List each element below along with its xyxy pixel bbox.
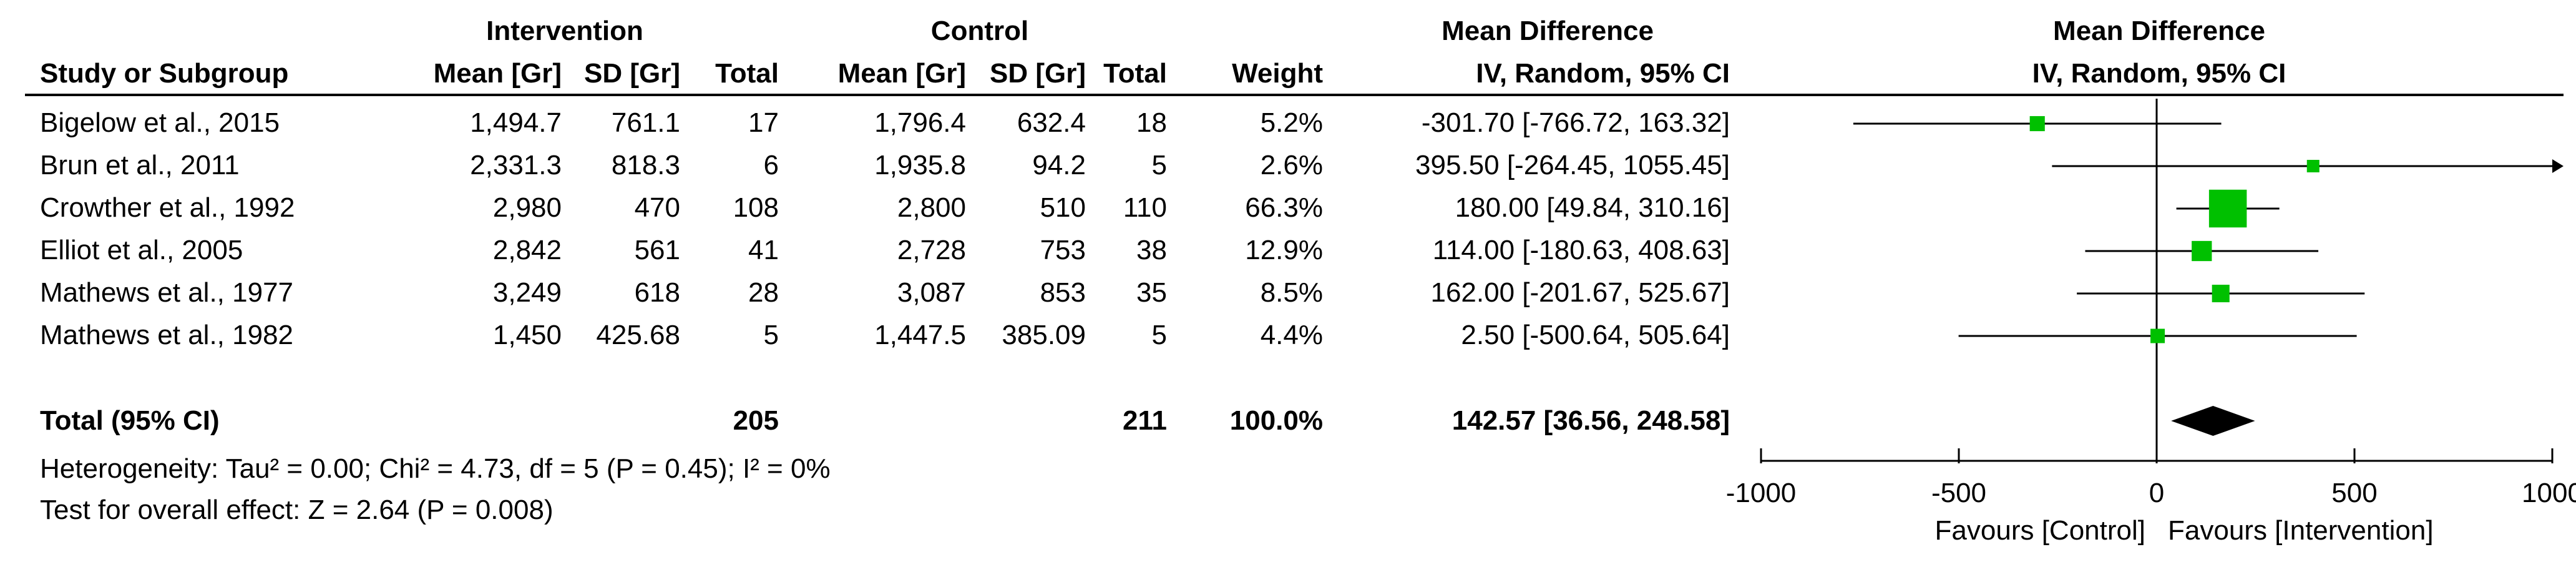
intervention-mean: 2,980 (492, 192, 562, 223)
study-weight: 8.5% (1260, 277, 1323, 308)
study-weight: 5.2% (1260, 107, 1323, 138)
study-weight: 2.6% (1260, 150, 1323, 180)
study-weight: 12.9% (1245, 235, 1323, 265)
control-total-sum: 211 (1123, 405, 1167, 436)
intervention-group-header: Intervention (486, 16, 643, 46)
total-weight: 100.0% (1229, 405, 1323, 436)
favours-intervention-label: Favours [Intervention] (2168, 515, 2434, 546)
ci-arrow-right (2552, 159, 2564, 173)
x-tick-label: 0 (2149, 478, 2164, 508)
control-mean: 3,087 (897, 277, 966, 308)
total-ci: 142.57 [36.56, 248.58] (1451, 405, 1730, 436)
total-label: Total (95% CI) (40, 405, 220, 436)
control-total-header: Total (1103, 58, 1167, 89)
study-name: Mathews et al., 1982 (40, 320, 294, 350)
control-total: 5 (1151, 150, 1167, 180)
control-total: 110 (1123, 192, 1167, 223)
intervention-mean: 3,249 (492, 277, 562, 308)
control-sd-header: SD [Gr] (990, 58, 1086, 89)
study-marker (2208, 189, 2247, 228)
control-sd: 94.2 (1032, 150, 1086, 180)
study-name: Crowther et al., 1992 (40, 192, 295, 223)
study-marker (2192, 240, 2212, 262)
control-mean: 2,800 (897, 192, 966, 223)
mean-difference-group-header: Mean Difference (1442, 16, 1654, 46)
study-name: Mathews et al., 1977 (40, 277, 294, 308)
study-name: Elliot et al., 2005 (40, 235, 243, 265)
control-total: 38 (1136, 235, 1167, 265)
study-ci: -301.70 [-766.72, 163.32] (1421, 107, 1730, 138)
study-weight: 4.4% (1260, 320, 1323, 350)
study-marker (2306, 160, 2320, 172)
study-name: Brun et al., 2011 (40, 150, 240, 180)
heterogeneity-text: Heterogeneity: Tau² = 0.00; Chi² = 4.73,… (40, 453, 831, 484)
intervention-sd-header: SD [Gr] (584, 58, 680, 89)
plot-method-header: IV, Random, 95% CI (2032, 58, 2286, 89)
plot-title: Mean Difference (2053, 16, 2265, 46)
study-marker (2029, 116, 2045, 132)
study-marker (2212, 284, 2230, 303)
intervention-sd: 761.1 (611, 107, 680, 138)
x-tick-label: 500 (2331, 478, 2377, 508)
intervention-sd: 470 (634, 192, 680, 223)
x-tick-label: -1000 (1726, 478, 1797, 508)
control-mean-header: Mean [Gr] (837, 58, 966, 89)
study-marker (2150, 328, 2165, 343)
study-ci: 395.50 [-264.45, 1055.45] (1415, 150, 1730, 180)
study-column-header: Study or Subgroup (40, 58, 289, 89)
intervention-total: 5 (763, 320, 779, 350)
control-sd: 385.09 (1002, 320, 1086, 350)
control-mean: 1,935.8 (874, 150, 966, 180)
intervention-total-sum: 205 (733, 405, 779, 436)
x-tick-label: 1000 (2522, 478, 2576, 508)
control-sd: 510 (1040, 192, 1086, 223)
intervention-total: 108 (733, 192, 779, 223)
control-mean: 1,447.5 (874, 320, 966, 350)
control-sd: 632.4 (1017, 107, 1086, 138)
control-mean: 1,796.4 (874, 107, 966, 138)
intervention-sd: 425.68 (596, 320, 680, 350)
intervention-total: 6 (763, 150, 779, 180)
study-name: Bigelow et al., 2015 (40, 107, 280, 138)
control-mean: 2,728 (897, 235, 966, 265)
intervention-mean: 1,450 (492, 320, 562, 350)
intervention-mean-header: Mean [Gr] (433, 58, 562, 89)
intervention-mean: 2,331.3 (470, 150, 562, 180)
overall-effect-text: Test for overall effect: Z = 2.64 (P = 0… (40, 495, 554, 525)
intervention-sd: 618 (634, 277, 680, 308)
study-ci: 162.00 [-201.67, 525.67] (1430, 277, 1730, 308)
method-header: IV, Random, 95% CI (1476, 58, 1730, 89)
x-tick-label: -500 (1931, 478, 1986, 508)
intervention-total-header: Total (715, 58, 779, 89)
intervention-sd: 818.3 (611, 150, 680, 180)
weight-header: Weight (1232, 58, 1323, 89)
intervention-mean: 1,494.7 (470, 107, 562, 138)
study-weight: 66.3% (1245, 192, 1323, 223)
control-sd: 753 (1040, 235, 1086, 265)
control-total: 5 (1151, 320, 1167, 350)
control-total: 18 (1136, 107, 1167, 138)
intervention-sd: 561 (634, 235, 680, 265)
study-ci: 114.00 [-180.63, 408.63] (1432, 235, 1730, 265)
study-ci: 180.00 [49.84, 310.16] (1455, 192, 1730, 223)
study-ci: 2.50 [-500.64, 505.64] (1461, 320, 1730, 350)
control-group-header: Control (930, 16, 1029, 46)
intervention-mean: 2,842 (492, 235, 562, 265)
favours-control-label: Favours [Control] (1935, 515, 2145, 546)
control-sd: 853 (1040, 277, 1086, 308)
intervention-total: 28 (748, 277, 779, 308)
intervention-total: 41 (748, 235, 779, 265)
intervention-total: 17 (748, 107, 779, 138)
control-total: 35 (1136, 277, 1167, 308)
header-rule (25, 94, 2564, 96)
pooled-diamond (2171, 406, 2255, 436)
